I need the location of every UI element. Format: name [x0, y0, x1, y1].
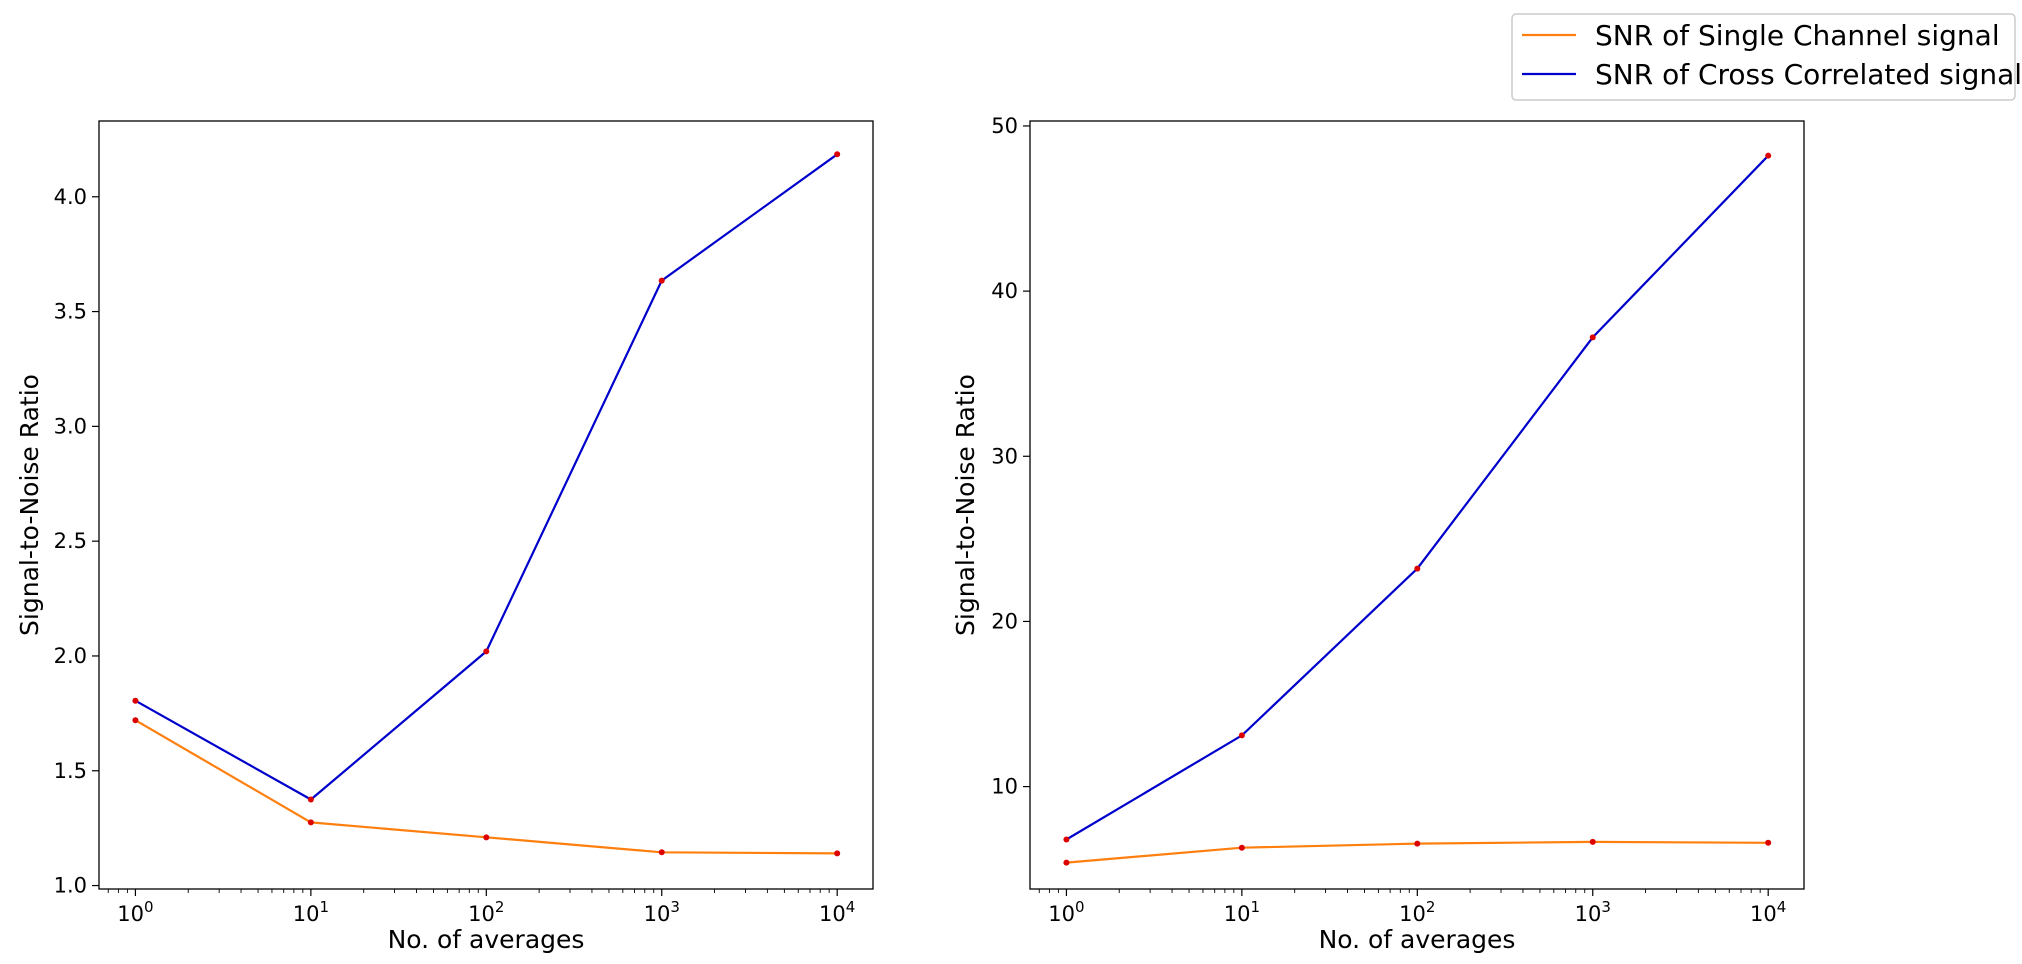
data-point-cross: [834, 151, 841, 158]
y-tick-label: 1.5: [54, 759, 87, 783]
y-axis-label: Signal-to-Noise Ratio: [951, 374, 980, 636]
data-point-cross: [1414, 565, 1421, 572]
data-point-cross: [483, 648, 490, 655]
data-point-cross: [132, 697, 139, 704]
x-tick-label: 104: [1750, 898, 1786, 926]
x-tick-label: 104: [819, 898, 855, 926]
legend: SNR of Single Channel signal SNR of Cros…: [1511, 13, 2022, 101]
x-tick-label: 103: [1575, 898, 1611, 926]
x-tick-label: 101: [293, 898, 329, 926]
y-axis-label: Signal-to-Noise Ratio: [15, 374, 44, 636]
legend-label-single: SNR of Single Channel signal: [1595, 19, 2000, 52]
x-tick-label: 100: [117, 898, 153, 926]
data-point-cross: [1063, 836, 1070, 843]
right-plot: 10 20 30 40 50 100 101 102 103 104 No. of averages…: [951, 114, 1805, 954]
y-tick-label: 50: [991, 114, 1018, 138]
data-point-single: [1238, 844, 1245, 851]
series-line-cross: [134, 153, 838, 801]
data-point-single: [658, 849, 665, 856]
x-axis-label: No. of averages: [1319, 925, 1516, 954]
left-plot: 1.0 1.5 2.0 2.5 3.0 3.5 4.0 100 101 102 103 104 No. …: [15, 120, 874, 954]
y-tick-label: 20: [991, 609, 1018, 633]
data-point-single: [483, 834, 490, 841]
y-tick-label: 1.0: [54, 874, 87, 898]
y-tick-label: 4.0: [54, 185, 87, 209]
x-tick-label: 100: [1048, 898, 1084, 926]
legend-label-cross: SNR of Cross Correlated signal: [1595, 58, 2022, 91]
x-tick-label: 101: [1224, 898, 1260, 926]
x-tick-label: 102: [468, 898, 504, 926]
y-tick-label: 2.5: [54, 529, 87, 553]
x-tick-label: 103: [644, 898, 680, 926]
y-tick-label: 40: [991, 279, 1018, 303]
data-point-single: [1765, 839, 1772, 846]
legend-frame: [1511, 13, 2016, 101]
y-tick-label: 3.0: [54, 414, 87, 438]
data-point-single: [1063, 859, 1070, 866]
axes-frame: [98, 120, 874, 890]
y-tick-label: 3.5: [54, 300, 87, 324]
data-point-single: [834, 850, 841, 857]
data-point-cross: [307, 796, 314, 803]
data-point-cross: [1589, 334, 1596, 341]
x-axis-label: No. of averages: [388, 925, 585, 954]
data-point-cross: [1765, 152, 1772, 159]
series-line-single: [134, 719, 838, 855]
data-point-single: [1589, 838, 1596, 845]
y-tick-label: 30: [991, 444, 1018, 468]
y-tick-label: 2.0: [54, 644, 87, 668]
data-point-single: [1414, 840, 1421, 847]
data-point-single: [132, 717, 139, 724]
y-tick-label: 10: [991, 775, 1018, 799]
data-point-cross: [1238, 732, 1245, 739]
series-line-cross: [1065, 154, 1769, 841]
x-tick-label: 102: [1399, 898, 1435, 926]
axes-frame: [1029, 120, 1805, 890]
data-point-single: [307, 819, 314, 826]
data-point-cross: [658, 277, 665, 284]
